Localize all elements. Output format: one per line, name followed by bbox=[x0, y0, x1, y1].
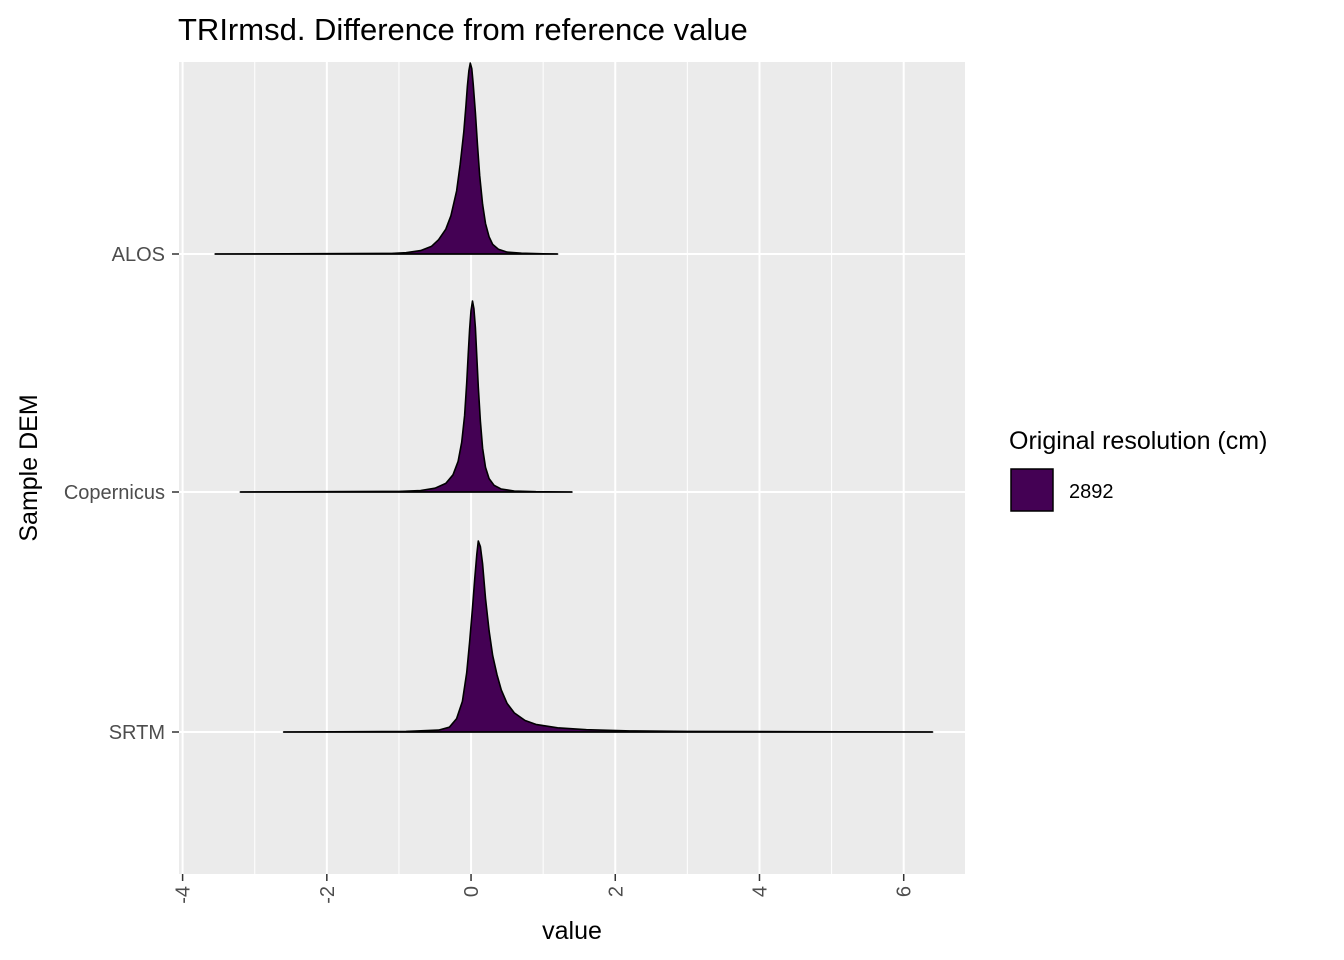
x-tick-label: 6 bbox=[894, 886, 916, 897]
density-ridge-srtm bbox=[282, 540, 934, 733]
legend-key-swatch bbox=[1010, 468, 1054, 512]
x-axis: -4 -2 0 2 4 6 bbox=[173, 874, 916, 904]
density-ridge-copernicus bbox=[239, 300, 573, 493]
y-tick-label: SRTM bbox=[109, 722, 165, 744]
chart-title: TRIrmsd. Difference from reference value bbox=[178, 12, 748, 47]
x-tick-label: 4 bbox=[749, 886, 771, 897]
density-ridges bbox=[214, 62, 934, 733]
legend: Original resolution (cm) 2892 bbox=[1009, 427, 1267, 512]
x-axis-title: value bbox=[542, 917, 602, 945]
legend-key-label: 2892 bbox=[1069, 481, 1114, 503]
x-tick-label: -2 bbox=[317, 886, 339, 904]
density-ridge-alos bbox=[214, 62, 559, 255]
x-tick-label: -4 bbox=[173, 886, 195, 904]
y-axis-title: Sample DEM bbox=[15, 394, 43, 541]
x-tick-label: 0 bbox=[461, 886, 483, 897]
y-tick-label: ALOS bbox=[112, 244, 165, 266]
y-axis: ALOS Copernicus SRTM bbox=[64, 244, 179, 744]
x-tick-label: 2 bbox=[605, 886, 627, 897]
plot-panel bbox=[179, 62, 965, 874]
legend-title: Original resolution (cm) bbox=[1009, 427, 1267, 455]
y-tick-label: Copernicus bbox=[64, 482, 165, 504]
